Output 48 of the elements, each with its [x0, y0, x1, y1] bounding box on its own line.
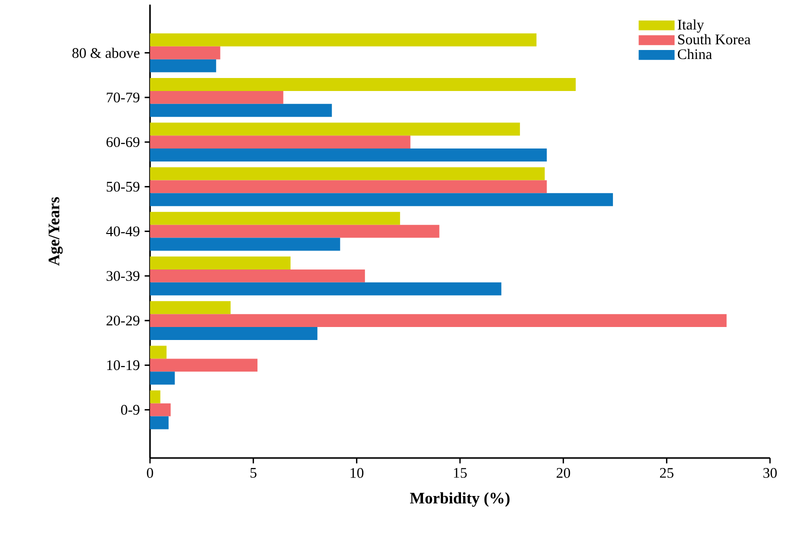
x-tick-label: 25 [660, 468, 674, 478]
bar [150, 346, 167, 359]
y-tick-label: 80 & above [72, 48, 140, 58]
bar [150, 46, 220, 60]
bar [150, 122, 520, 136]
bar [150, 148, 547, 162]
legend-label: South Korea [678, 34, 750, 44]
bar [150, 59, 216, 72]
bar [150, 90, 284, 104]
x-axis-title: Morbidity (%) [410, 492, 510, 507]
bar [150, 256, 291, 270]
y-tick-label: 70-79 [106, 92, 140, 102]
bar [150, 78, 576, 91]
x-tick-label: 30 [763, 468, 777, 478]
y-tick-label: 10-19 [107, 360, 140, 370]
x-tick-label: 0 [146, 468, 154, 478]
x-tick-label: 15 [454, 468, 467, 478]
bar [150, 390, 160, 404]
y-tick-label: 20-29 [106, 316, 140, 326]
bar [150, 104, 332, 117]
bar [150, 314, 727, 328]
y-tick-label: 30-39 [106, 271, 140, 281]
bar [150, 193, 613, 206]
bar [150, 301, 231, 314]
legend-label: China [678, 48, 712, 60]
bar [150, 358, 258, 372]
bar [150, 136, 410, 149]
bar [150, 269, 365, 282]
bar [150, 167, 545, 180]
bar [150, 224, 440, 238]
y-tick-label: 60-69 [106, 137, 140, 148]
bar [150, 212, 400, 225]
y-axis-title: Age/Years [48, 197, 63, 266]
y-tick-label: 50-59 [106, 182, 140, 192]
x-tick-label: 5 [250, 468, 256, 478]
bar [150, 403, 171, 416]
bar [150, 282, 502, 296]
bar [150, 238, 340, 251]
bar [150, 327, 318, 340]
x-tick-label: 20 [556, 468, 570, 478]
legend-label: Italy [678, 19, 704, 33]
bar [150, 416, 169, 430]
bar [150, 180, 547, 194]
y-tick-label: 40-49 [106, 226, 140, 236]
x-tick-label: 10 [350, 468, 364, 478]
y-tick-label: 0-9 [121, 404, 140, 415]
bar [150, 372, 175, 385]
bar [150, 33, 536, 46]
